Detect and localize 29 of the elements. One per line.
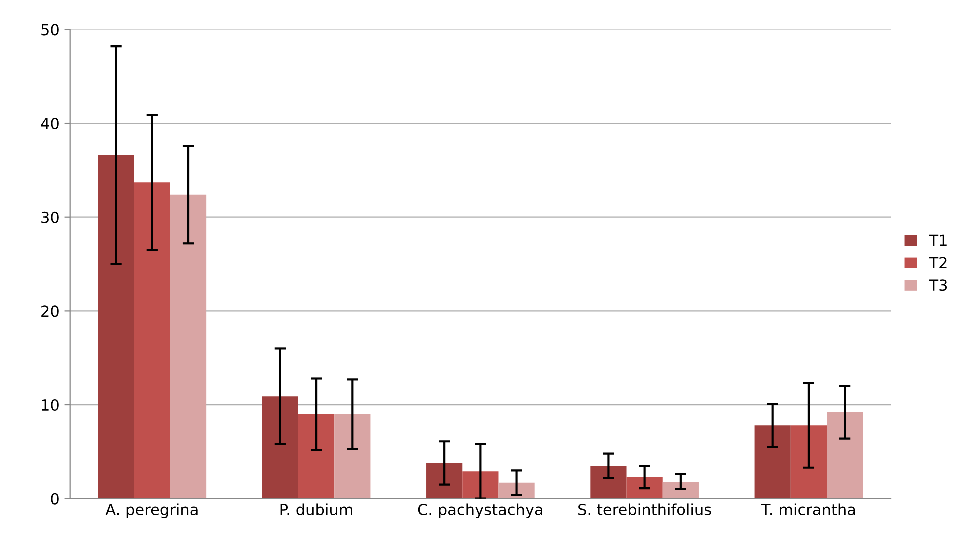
legend-label: T2: [929, 257, 947, 268]
legend-label: T1: [929, 234, 947, 246]
legend-label: T3: [929, 280, 948, 292]
y-tick-label: 0: [51, 493, 59, 505]
bar: [790, 426, 828, 499]
bar: [662, 482, 699, 499]
bar: [298, 414, 335, 499]
bar: [426, 463, 463, 499]
bar: [262, 396, 298, 499]
y-tick-label: 20: [42, 306, 59, 318]
bar: [498, 482, 535, 499]
x-tick-label: P. dubium: [280, 504, 352, 516]
x-tick-label: S. terebinthifolius: [578, 504, 712, 516]
bar: [98, 155, 134, 499]
bar: [590, 466, 627, 499]
y-tick-label: 50: [42, 24, 59, 36]
bar: [754, 426, 791, 499]
x-tick-label: A. peregrina: [106, 504, 198, 518]
bar: [827, 412, 864, 499]
y-tick-label: 10: [42, 399, 59, 412]
bar: [170, 194, 207, 499]
y-tick-label: 30: [42, 212, 59, 224]
x-tick-label: T. micrantha: [761, 504, 856, 516]
bar: [134, 182, 170, 499]
bar: [626, 477, 663, 499]
bar: [334, 414, 371, 499]
bar: [462, 472, 499, 499]
y-tick-label: 40: [41, 118, 59, 130]
x-tick-label: C. pachystachya: [418, 504, 542, 518]
